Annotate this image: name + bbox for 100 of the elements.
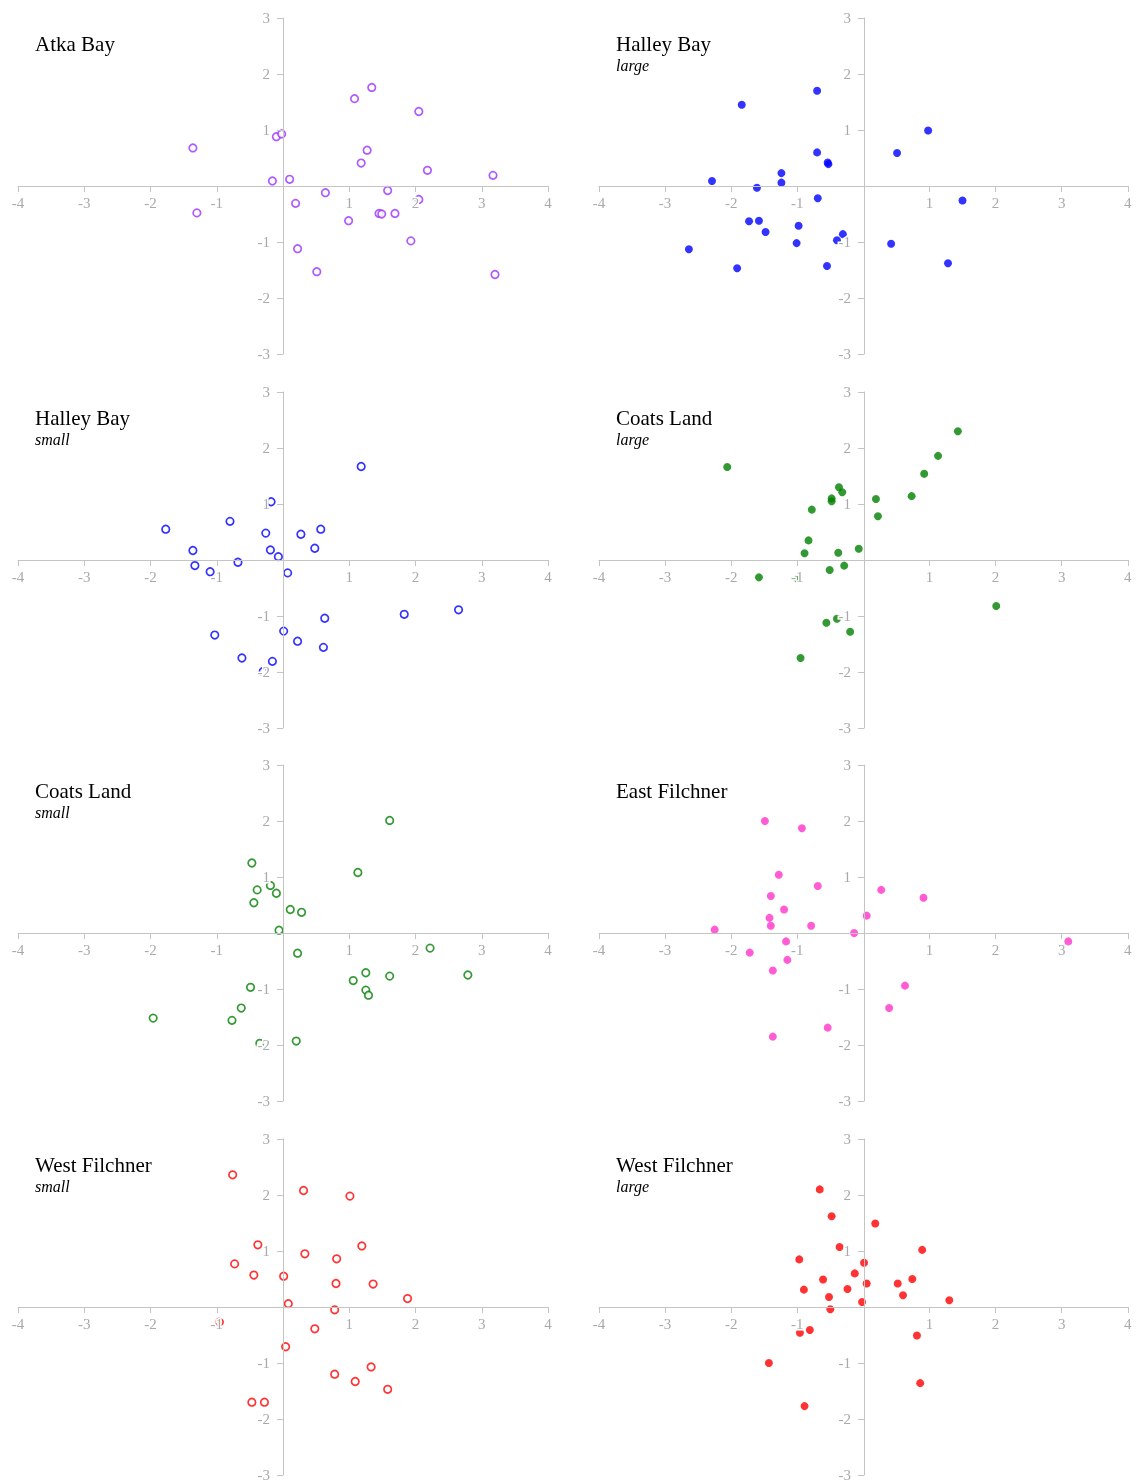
x-tick-label: 2 (991, 194, 1000, 211)
x-tick-label: -4 (592, 194, 606, 211)
x-tick-label: -1 (791, 194, 804, 211)
y-tick-label: 3 (843, 383, 851, 400)
x-tick-label: -3 (658, 194, 672, 211)
x-tick-label: -3 (658, 941, 672, 958)
x-tick-label: -4 (592, 941, 606, 958)
y-tick-label: 1 (843, 495, 851, 512)
x-tick-label: 1 (925, 941, 934, 958)
x-tick-label: -1 (210, 941, 223, 958)
y-tick-label: 2 (843, 439, 851, 456)
x-tick-label: -1 (210, 568, 223, 584)
y-tick-label: 2 (843, 1186, 851, 1203)
text: small (35, 430, 71, 447)
y-tick-label: 3 (843, 757, 851, 773)
y-tick-label: 1 (843, 1242, 851, 1259)
x-tick-label: 3 (478, 941, 486, 958)
x-tick-label: -4 (11, 568, 25, 584)
x-tick-label: -1 (791, 941, 804, 958)
y-tick-label: -1 (257, 1354, 270, 1371)
x-tick-label: 1 (345, 194, 353, 211)
x-tick-label: -2 (724, 568, 738, 584)
x-tick-label: -4 (11, 194, 25, 211)
x-tick-label: -2 (144, 1315, 157, 1331)
y-tick-label: -3 (838, 719, 851, 736)
x-tick-label: 1 (925, 1315, 934, 1331)
text: Atka Bay (35, 31, 116, 56)
x-tick-label: 3 (1057, 194, 1066, 211)
y-tick-label: 3 (843, 10, 851, 26)
x-tick-label: 3 (478, 1315, 486, 1331)
x-tick-label: 2 (991, 1315, 1000, 1331)
y-tick-label: -3 (257, 346, 270, 362)
x-tick-label: -4 (592, 568, 606, 584)
text: West Filchner (616, 1152, 733, 1176)
y-tick-label: 2 (262, 1186, 270, 1203)
x-tick-label: 4 (1124, 941, 1132, 958)
y-tick-label: -1 (838, 607, 851, 624)
y-tick-label: -3 (838, 1093, 851, 1109)
x-tick-label: -2 (144, 941, 157, 958)
y-tick-label: -2 (257, 1037, 270, 1053)
text: Coats Land (616, 405, 713, 429)
y-tick-label: 2 (262, 439, 270, 456)
x-tick-label: 4 (1124, 1315, 1132, 1331)
x-tick-label: -3 (78, 1315, 91, 1331)
x-tick-label: 1 (925, 568, 934, 584)
y-tick-label: -2 (838, 290, 851, 306)
y-tick-label: 3 (262, 383, 270, 400)
y-tick-label: -3 (257, 1466, 270, 1483)
x-tick-label: 1 (925, 194, 934, 211)
y-tick-label: 1 (262, 122, 270, 138)
x-tick-label: -3 (658, 568, 672, 584)
x-tick-label: 2 (411, 1315, 420, 1331)
y-tick-label: -1 (838, 1354, 851, 1371)
y-tick-label: -2 (838, 1037, 851, 1053)
text: large (616, 56, 650, 75)
y-tick-label: -1 (257, 607, 270, 624)
x-tick-label: -1 (791, 1315, 804, 1331)
x-tick-label: -4 (11, 941, 25, 958)
x-tick-label: 4 (1124, 194, 1132, 211)
x-tick-label: -3 (658, 1315, 672, 1331)
x-tick-label: -4 (592, 1315, 606, 1331)
y-tick-label: -2 (257, 1410, 270, 1427)
text: East Filchner (616, 778, 728, 803)
y-tick-label: 1 (843, 122, 851, 138)
x-tick-label: -2 (144, 568, 157, 584)
text: Halley Bay (616, 31, 712, 56)
y-tick-label: 2 (262, 66, 270, 82)
x-tick-label: -2 (144, 194, 157, 211)
y-tick-label: -3 (838, 346, 851, 362)
y-tick-label: 3 (843, 1130, 851, 1147)
y-tick-label: -2 (257, 290, 270, 306)
y-tick-label: -3 (257, 719, 270, 736)
x-tick-label: -3 (78, 194, 91, 211)
x-tick-label: 4 (544, 941, 553, 958)
x-tick-label: 3 (1057, 941, 1066, 958)
x-tick-label: 3 (1057, 1315, 1066, 1331)
x-tick-label: -3 (78, 941, 91, 958)
x-tick-label: 2 (411, 568, 420, 584)
y-tick-label: 1 (262, 495, 270, 512)
x-tick-label: -2 (724, 194, 738, 211)
x-tick-label: 3 (478, 194, 486, 211)
x-tick-label: -1 (210, 194, 223, 211)
y-tick-label: -2 (838, 663, 851, 680)
y-tick-label: -3 (257, 1093, 270, 1109)
y-tick-label: 3 (262, 10, 270, 26)
y-tick-label: 3 (262, 1130, 270, 1147)
x-tick-label: 2 (411, 941, 420, 958)
x-tick-label: 3 (1057, 568, 1066, 584)
x-tick-label: 4 (1124, 568, 1132, 584)
x-tick-label: -2 (724, 1315, 738, 1331)
y-tick-label: 2 (262, 813, 270, 829)
y-tick-label: 2 (843, 66, 851, 82)
x-tick-label: 2 (991, 568, 1000, 584)
x-tick-label: 3 (478, 568, 486, 584)
x-tick-label: 4 (544, 194, 553, 211)
y-tick-label: -1 (838, 234, 851, 250)
x-tick-label: 4 (544, 568, 553, 584)
x-tick-label: 1 (345, 1315, 353, 1331)
x-tick-label: 1 (345, 568, 353, 584)
y-tick-label: -1 (838, 981, 851, 997)
